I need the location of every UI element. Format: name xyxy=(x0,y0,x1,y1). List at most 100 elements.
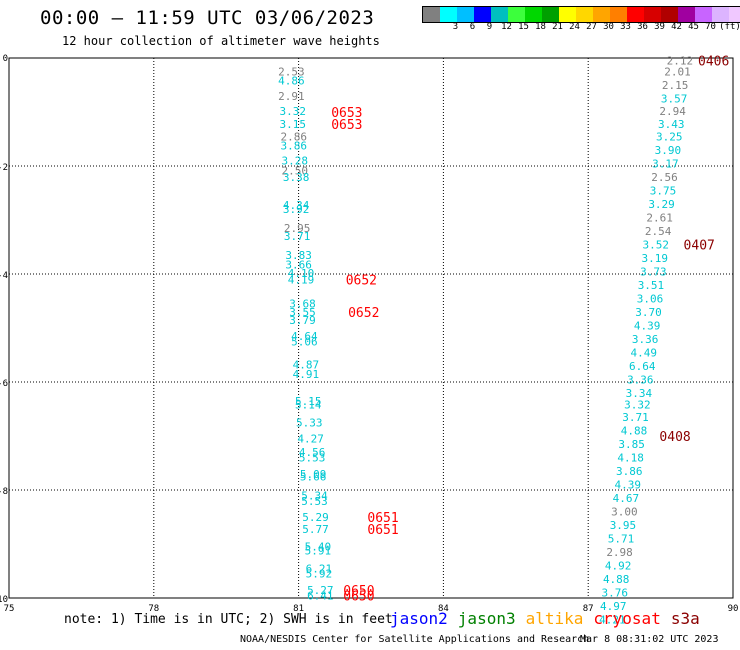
wave-height-label: 3.73 xyxy=(640,265,667,278)
wave-height-label: 5.27 xyxy=(307,584,334,597)
y-tick-label: -6 xyxy=(0,379,8,389)
wave-height-label: 5.91 xyxy=(305,544,332,557)
wave-height-label: 4.88 xyxy=(621,425,648,438)
wave-height-label: 3.68 xyxy=(289,298,316,311)
y-tick-label: 0 xyxy=(3,54,8,64)
color-swatch xyxy=(423,7,440,22)
pass-time-label: 0653 xyxy=(331,118,362,133)
satellite-legend: jason2 jason3 altika cryosat s3a xyxy=(390,609,710,628)
wave-height-label: 3.70 xyxy=(635,306,662,319)
color-swatch xyxy=(576,7,593,22)
wave-height-label: 4.19 xyxy=(288,273,315,286)
color-scale-label: 24 xyxy=(569,22,580,32)
wave-height-label: 2.12 xyxy=(667,55,694,68)
wave-height-label: 5.15 xyxy=(295,395,322,408)
wave-height-label: 3.51 xyxy=(638,279,665,292)
wave-height-label: 3.15 xyxy=(280,118,307,131)
wave-height-label: 4.21 xyxy=(599,614,626,627)
wave-height-label: 4.91 xyxy=(293,368,320,381)
wave-height-label: 3.28 xyxy=(281,155,308,168)
wave-height-label: 4.34 xyxy=(283,199,310,212)
wave-height-label: 3.57 xyxy=(661,93,688,106)
wave-height-label: 3.71 xyxy=(622,411,649,424)
color-swatch xyxy=(627,7,644,22)
legend-entry-cryosat: cryosat xyxy=(593,609,661,628)
pass-time-label: 0407 xyxy=(684,238,715,253)
color-swatch xyxy=(610,7,627,22)
chart-title: 00:00 – 11:59 UTC 03/06/2023 xyxy=(40,7,375,29)
color-swatch xyxy=(474,7,491,22)
x-tick-label: 75 xyxy=(4,604,15,614)
color-swatch xyxy=(678,7,695,22)
wave-height-label: 3.17 xyxy=(652,157,679,170)
wave-height-label: 3.75 xyxy=(650,184,677,197)
wave-height-label: 6.21 xyxy=(306,562,333,575)
wave-height-label: 3.86 xyxy=(616,465,643,478)
color-scale-bar xyxy=(422,6,740,23)
pass-time-label: 0652 xyxy=(348,306,379,321)
footnote: note: 1) Time is in UTC; 2) SWH is in fe… xyxy=(64,612,393,627)
wave-height-label: 4.67 xyxy=(613,492,640,505)
color-swatch xyxy=(644,7,661,22)
wave-height-label: 2.15 xyxy=(662,79,689,92)
wave-height-label: 4.64 xyxy=(291,330,318,343)
wave-height-label: 3.25 xyxy=(656,130,683,143)
wave-height-label: 3.36 xyxy=(627,373,654,386)
wave-height-label: 3.92 xyxy=(283,203,310,216)
generated-timestamp: Mar 8 08:31:02 UTC 2023 xyxy=(580,634,719,645)
pass-time-label: 0651 xyxy=(367,523,398,538)
wave-height-label: 4.86 xyxy=(278,75,305,88)
plot-frame xyxy=(8,57,734,599)
wave-height-label: 5.09 xyxy=(300,468,327,481)
wave-height-label: 2.98 xyxy=(606,546,633,559)
color-scale-label: 30 xyxy=(603,22,614,32)
color-scale-label: 21 xyxy=(552,22,563,32)
wave-height-label: 3.38 xyxy=(283,171,310,184)
color-swatch xyxy=(695,7,712,22)
wave-height-label: 4.27 xyxy=(297,433,324,446)
color-scale-label: 33 xyxy=(620,22,631,32)
color-swatch xyxy=(661,7,678,22)
wave-height-label: 2.53 xyxy=(278,66,305,79)
credit-line: NOAA/NESDIS Center for Satellite Applica… xyxy=(240,634,590,645)
legend-entry-jason3: jason3 xyxy=(457,609,516,628)
wave-height-label: 4.10 xyxy=(288,267,315,280)
wave-height-label: 3.66 xyxy=(285,258,312,271)
pass-time-label: 0653 xyxy=(331,106,362,121)
wave-height-label: 3.43 xyxy=(658,118,685,131)
wave-height-label: 5.34 xyxy=(301,489,328,502)
y-tick-label: -10 xyxy=(0,595,8,605)
color-scale-label: 9 xyxy=(486,22,493,32)
wave-height-label: 3.36 xyxy=(632,333,659,346)
pass-time-label: 0652 xyxy=(346,273,377,288)
wave-height-label: 2.86 xyxy=(281,130,308,143)
color-scale-label: 39 xyxy=(654,22,665,32)
y-tick-label: -2 xyxy=(0,163,8,173)
color-scale-label: 18 xyxy=(535,22,546,32)
wave-height-label: 2.91 xyxy=(278,90,305,103)
x-tick-label: 81 xyxy=(293,604,304,614)
wave-height-label: 2.94 xyxy=(659,105,686,118)
color-swatch xyxy=(542,7,559,22)
wave-height-label: 4.88 xyxy=(603,573,630,586)
wave-height-label: 3.55 xyxy=(289,306,316,319)
pass-time-label: 0650 xyxy=(343,589,374,604)
color-swatch xyxy=(508,7,525,22)
wave-height-label: 2.01 xyxy=(664,66,691,79)
wave-height-label: 4.18 xyxy=(617,452,644,465)
color-swatch xyxy=(593,7,610,22)
wave-height-label: 4.92 xyxy=(605,560,632,573)
wave-height-label: 2.54 xyxy=(645,225,672,238)
wave-height-label: 5.53 xyxy=(299,452,326,465)
wave-height-label: 4.39 xyxy=(634,319,661,332)
wave-height-label: 5.33 xyxy=(296,417,323,430)
wave-height-label: 3.83 xyxy=(285,249,312,262)
color-scale-label: 15 xyxy=(518,22,529,32)
wave-height-label: 5.06 xyxy=(291,336,318,349)
wave-height-label: 3.06 xyxy=(637,292,664,305)
x-tick-label: 84 xyxy=(438,604,449,614)
color-scale-label: 45 xyxy=(688,22,699,32)
color-swatch xyxy=(729,7,740,22)
wave-height-label: 6.64 xyxy=(629,360,656,373)
color-scale-label: (ft) xyxy=(719,22,740,32)
